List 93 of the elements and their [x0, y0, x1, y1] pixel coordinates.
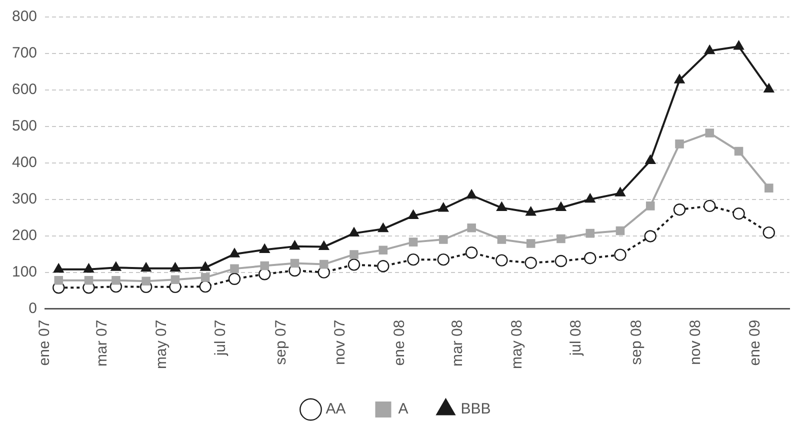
point: [53, 263, 64, 273]
point: [228, 272, 241, 285]
legend-label: AA: [326, 400, 346, 418]
y-tick-label: 800: [12, 8, 38, 26]
point: [467, 223, 476, 232]
point: [348, 227, 360, 237]
point: [140, 262, 152, 272]
point: [526, 239, 536, 248]
point: [675, 140, 684, 148]
point: [764, 83, 774, 92]
x-tick-label: ene 07: [36, 320, 54, 366]
point: [762, 226, 775, 239]
point: [200, 262, 211, 271]
point: [407, 253, 420, 266]
legend-label: BBB: [460, 400, 491, 418]
point: [83, 263, 94, 273]
x-tick-label: mar 08: [449, 320, 466, 366]
point: [526, 206, 536, 216]
point: [614, 187, 626, 196]
point: [496, 202, 507, 212]
point: [674, 74, 685, 84]
point: [673, 203, 686, 216]
point: [200, 273, 210, 282]
y-tick-label: 0: [28, 300, 38, 317]
point: [110, 262, 122, 271]
point: [554, 254, 568, 268]
y-tick-label: 400: [12, 154, 38, 172]
point: [556, 202, 566, 212]
point: [646, 202, 655, 210]
y-tick-label: 500: [12, 118, 38, 135]
point: [320, 260, 328, 269]
point: [645, 154, 656, 164]
legend-label: A: [398, 400, 408, 418]
point: [524, 256, 537, 269]
x-tick-label: may 07: [152, 320, 170, 370]
y-tick-label: 700: [12, 44, 38, 62]
point: [260, 261, 270, 270]
point: [704, 200, 716, 212]
point: [764, 184, 774, 192]
point: [614, 248, 626, 261]
x-tick-label: may 08: [508, 320, 526, 370]
point: [112, 276, 120, 285]
point: [170, 262, 180, 272]
point: [84, 276, 94, 285]
point: [616, 226, 625, 236]
x-tick-label: sep 07: [272, 320, 290, 365]
point: [408, 210, 419, 220]
y-tick-label: 600: [12, 81, 38, 98]
x-tick-label: sep 08: [628, 320, 645, 365]
x-tick-label: ene 08: [390, 320, 408, 366]
x-tick-label: jul 07: [212, 320, 230, 357]
x-tick-label: nov 08: [687, 320, 704, 365]
point: [199, 280, 212, 293]
point: [734, 146, 744, 156]
point: [258, 268, 271, 280]
point: [644, 230, 656, 242]
point: [408, 238, 418, 246]
point: [497, 235, 506, 244]
point: [259, 244, 270, 253]
point: [437, 253, 450, 266]
point: [350, 250, 358, 259]
x-tick-label: mar 07: [93, 320, 110, 366]
y-tick-label: 100: [12, 263, 38, 280]
point: [230, 264, 239, 274]
point: [734, 40, 744, 50]
point: [289, 240, 300, 250]
y-tick-label: 300: [12, 190, 38, 208]
point: [439, 235, 448, 244]
point: [229, 248, 240, 258]
point: [732, 208, 745, 220]
y-tick-label: 200: [12, 227, 38, 244]
point: [584, 252, 596, 264]
point: [142, 276, 150, 286]
point: [438, 202, 449, 212]
point: [556, 234, 566, 244]
point: [290, 258, 300, 268]
point: [378, 246, 388, 254]
x-tick-label: nov 07: [332, 320, 349, 365]
point: [378, 222, 388, 232]
point: [377, 260, 390, 272]
point: [705, 128, 714, 138]
point: [54, 276, 64, 285]
x-tick-label: jul 08: [568, 320, 585, 357]
point: [586, 228, 595, 238]
point: [318, 240, 330, 250]
point: [584, 193, 596, 203]
point: [170, 275, 180, 284]
point: [704, 44, 715, 54]
point: [348, 258, 360, 271]
x-tick-label: ene 09: [746, 320, 764, 366]
point: [466, 189, 477, 199]
point: [465, 246, 478, 259]
point: [496, 254, 508, 266]
